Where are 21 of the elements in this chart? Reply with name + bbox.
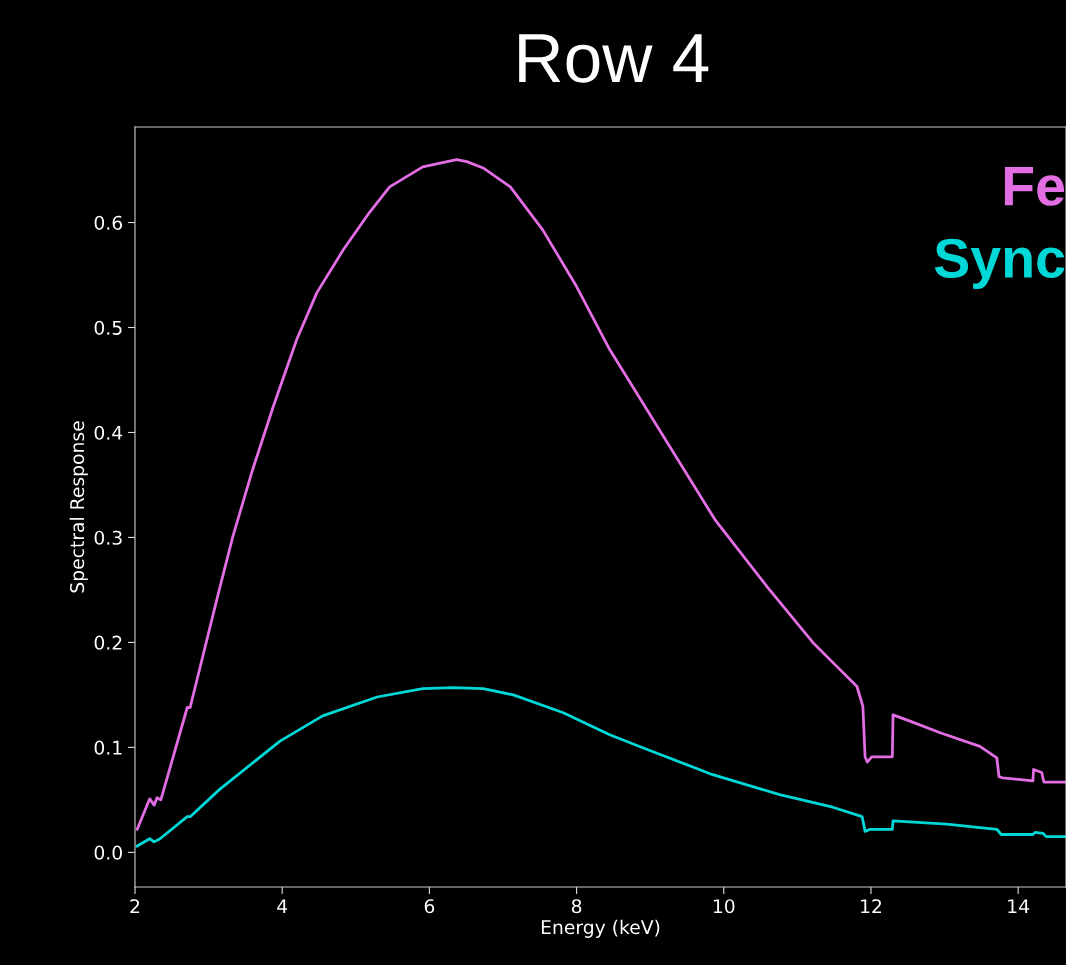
y-tick-label: 0.3: [94, 530, 122, 545]
x-tick-label: 12: [861, 899, 882, 914]
line-series: [135, 686, 1066, 848]
x-tick-label: 6: [424, 899, 435, 914]
y-axis-title: Spectral Response: [69, 421, 88, 593]
text: Sync: [934, 238, 1065, 289]
chart-title: Row 4: [519, 34, 709, 83]
x-axis-title: Energy (keV): [541, 919, 660, 938]
y-tick-label: 0.6: [94, 215, 123, 230]
x-tick-label: 2: [130, 899, 140, 914]
x-tick-label: 8: [571, 899, 582, 914]
y-tick-label: 0.2: [94, 635, 122, 650]
y-tick-label: 0.1: [94, 740, 122, 755]
y-tick-label: 0.5: [94, 320, 122, 335]
x-tick-label: 14: [1008, 899, 1030, 914]
x-tick-label: 4: [277, 899, 288, 914]
y-tick-label: 0.0: [94, 845, 122, 860]
line-series: [135, 158, 1066, 831]
x-tick-label: 10: [713, 899, 735, 914]
y-tick-label: 0.4: [94, 425, 123, 440]
text: Fe: [1004, 167, 1065, 206]
